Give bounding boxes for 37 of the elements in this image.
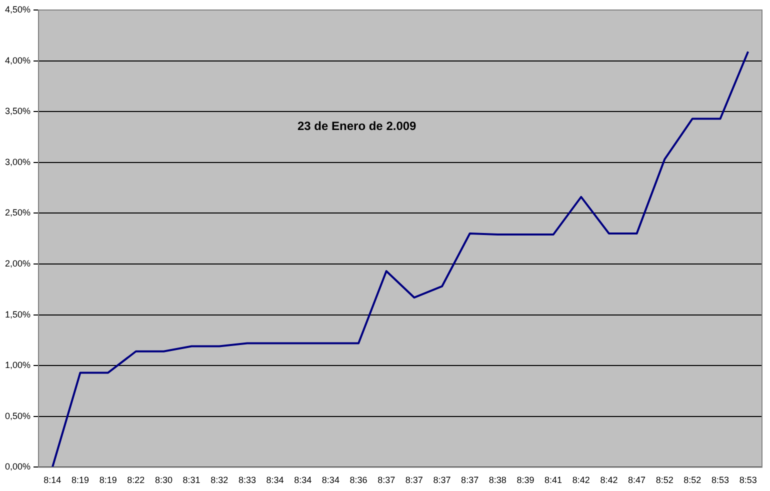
x-tick-label: 8:37 (461, 475, 479, 486)
x-tick-label: 8:34 (266, 475, 284, 486)
x-tick-label: 8:47 (628, 475, 646, 486)
y-tick-label: 1,50% (4, 309, 31, 320)
y-tick-label: 0,00% (4, 462, 31, 472)
y-tick-label: 4,00% (4, 55, 31, 66)
y-tick-label: 0,50% (4, 410, 31, 421)
x-tick-label: 8:19 (99, 475, 117, 486)
x-tick-label: 8:37 (378, 475, 396, 486)
x-tick-label: 8:32 (210, 475, 228, 486)
x-tick-label: 8:53 (711, 475, 730, 486)
x-tick-label: 8:39 (516, 475, 534, 486)
x-tick-label: 8:52 (656, 475, 674, 486)
y-tick-label: 4,50% (4, 4, 31, 14)
x-tick-label: 8:42 (572, 475, 590, 486)
x-tick-label: 8:31 (182, 475, 200, 486)
x-tick-label: 8:36 (350, 475, 368, 486)
x-tick-label: 8:19 (71, 475, 90, 486)
x-tick-label: 8:33 (238, 475, 256, 486)
y-tick-label: 2,00% (4, 258, 31, 268)
x-tick-label: 8:42 (600, 475, 618, 486)
y-tick-label: 2,50% (4, 208, 31, 218)
x-tick-label: 8:53 (739, 475, 757, 486)
y-tick-label: 3,50% (4, 106, 31, 116)
x-tick-label: 8:22 (127, 475, 145, 486)
x-tick-label: 8:14 (44, 475, 62, 486)
x-tick-label: 8:37 (433, 475, 451, 486)
y-tick-label: 3,00% (4, 156, 31, 167)
x-tick-label: 8:38 (488, 475, 506, 486)
x-tick-label: 8:30 (154, 475, 173, 486)
x-tick-label: 8:41 (544, 475, 562, 486)
x-tick-label: 8:34 (322, 475, 340, 486)
y-tick-label: 1,00% (4, 360, 31, 370)
x-tick-label: 8:34 (294, 475, 312, 486)
annotation: 23 de Enero de 2.009 (297, 119, 417, 133)
x-tick-label: 8:37 (405, 475, 423, 486)
x-tick-label: 8:52 (684, 475, 702, 486)
